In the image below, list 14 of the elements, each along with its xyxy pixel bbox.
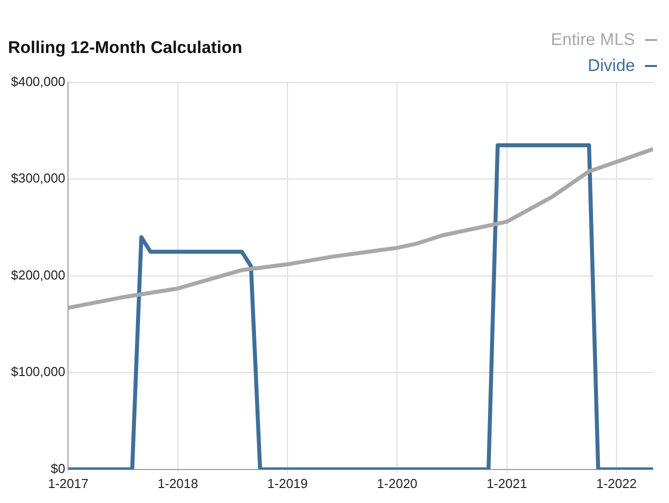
legend-label: Divide — [588, 56, 635, 76]
chart-title: Rolling 12-Month Calculation — [8, 38, 242, 57]
y-tick-label: $200,000 — [10, 267, 66, 282]
x-tick-label: 1-2017 — [48, 476, 88, 491]
x-tick-label: 1-2021 — [486, 476, 528, 491]
y-tick-label: $0 — [50, 460, 66, 476]
y-tick-label: $400,000 — [10, 74, 66, 89]
x-tick-label: 1-2018 — [158, 476, 198, 491]
x-tick-label: 1-2019 — [267, 476, 308, 491]
y-tick-label: $300,000 — [10, 170, 66, 186]
legend-label: Entire MLS — [550, 30, 635, 50]
y-tick-label: $100,000 — [10, 364, 66, 380]
x-tick-label: 1-2020 — [376, 476, 418, 491]
x-tick-label: 1-2022 — [596, 476, 637, 491]
